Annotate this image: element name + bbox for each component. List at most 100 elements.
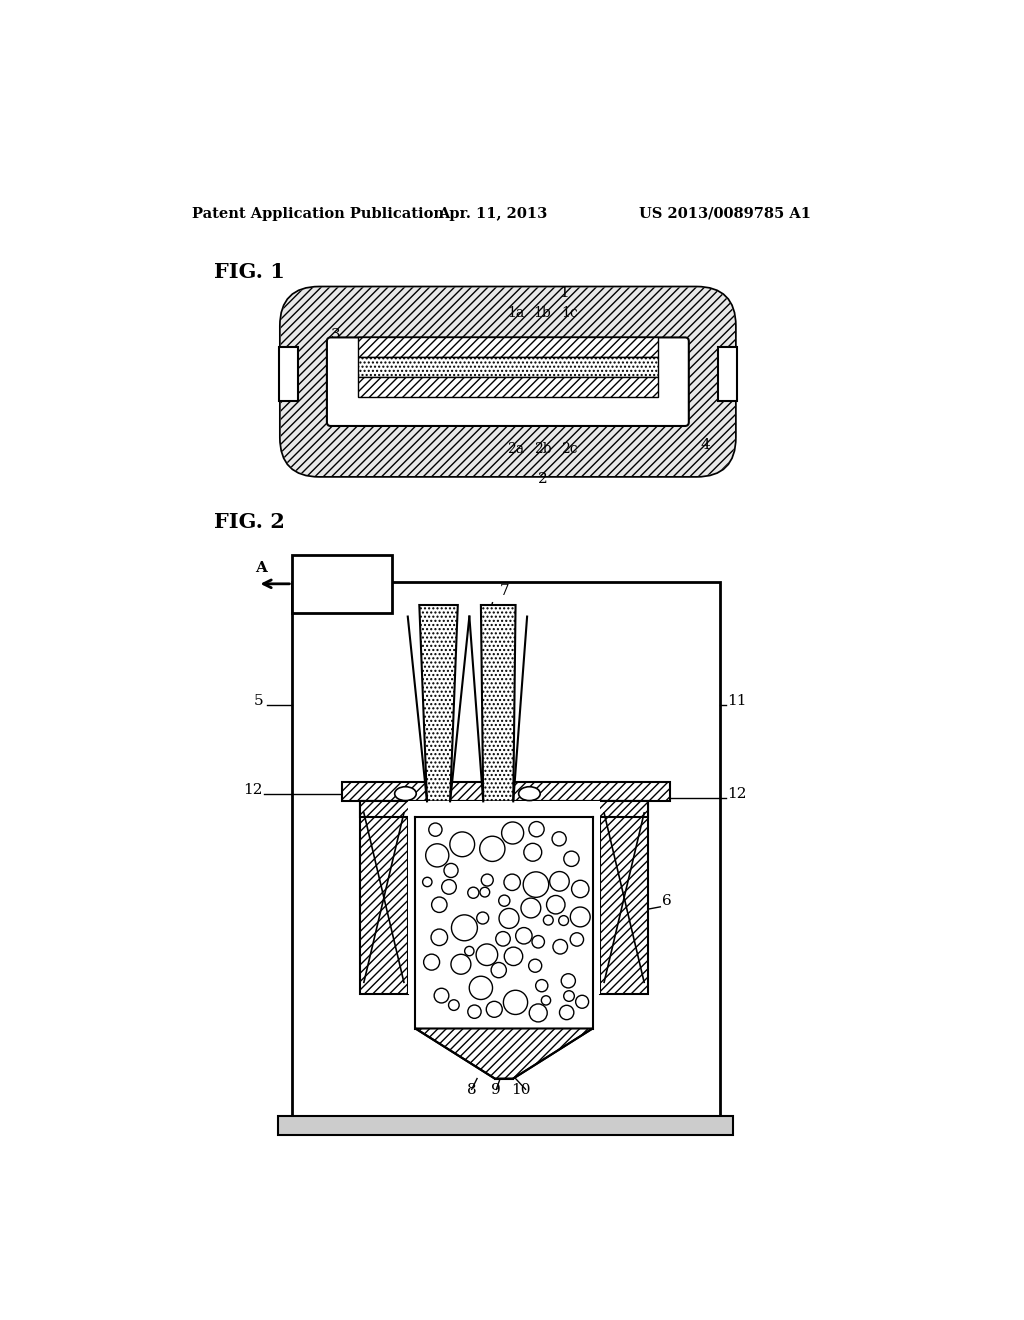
Circle shape <box>552 832 566 846</box>
Text: 2: 2 <box>538 473 548 486</box>
Circle shape <box>444 863 458 878</box>
Circle shape <box>516 928 532 944</box>
Bar <box>600 801 648 994</box>
Circle shape <box>504 874 520 891</box>
Circle shape <box>496 932 510 946</box>
Bar <box>292 582 720 1117</box>
Polygon shape <box>416 1028 593 1078</box>
Text: Apr. 11, 2013: Apr. 11, 2013 <box>438 207 548 220</box>
Text: 3: 3 <box>331 329 340 342</box>
Circle shape <box>480 887 489 898</box>
Circle shape <box>521 898 541 917</box>
Circle shape <box>452 915 477 941</box>
Circle shape <box>469 977 493 999</box>
Polygon shape <box>419 605 458 801</box>
Circle shape <box>559 1006 573 1019</box>
Ellipse shape <box>394 787 416 800</box>
Circle shape <box>570 907 590 927</box>
FancyBboxPatch shape <box>327 338 689 426</box>
Text: FIG. 1: FIG. 1 <box>214 261 285 281</box>
Circle shape <box>426 843 449 867</box>
Circle shape <box>528 821 544 837</box>
Circle shape <box>499 908 519 928</box>
Text: 11: 11 <box>727 694 746 708</box>
Bar <box>718 347 737 401</box>
Circle shape <box>575 995 589 1008</box>
Circle shape <box>547 895 565 913</box>
FancyBboxPatch shape <box>281 288 735 477</box>
Bar <box>408 801 600 994</box>
Text: 1b: 1b <box>534 306 551 319</box>
Circle shape <box>523 871 549 898</box>
Circle shape <box>559 916 568 925</box>
Text: 2a: 2a <box>507 442 524 457</box>
Bar <box>416 817 593 1028</box>
Circle shape <box>468 1005 481 1018</box>
Circle shape <box>563 991 574 1002</box>
Circle shape <box>492 962 507 978</box>
Polygon shape <box>481 605 515 801</box>
Circle shape <box>570 933 584 946</box>
Text: 9: 9 <box>492 1082 501 1097</box>
Text: 4: 4 <box>700 438 710 453</box>
Circle shape <box>571 880 589 898</box>
Circle shape <box>429 822 442 837</box>
Circle shape <box>524 843 542 861</box>
FancyBboxPatch shape <box>281 288 735 477</box>
Bar <box>357 378 658 397</box>
Circle shape <box>544 915 553 925</box>
Text: 12: 12 <box>244 783 263 797</box>
Bar <box>357 358 658 378</box>
Circle shape <box>477 912 488 924</box>
Circle shape <box>564 851 580 866</box>
Circle shape <box>528 960 542 973</box>
Circle shape <box>451 954 471 974</box>
Circle shape <box>542 995 551 1005</box>
Text: A: A <box>255 561 267 574</box>
Bar <box>360 801 648 817</box>
Circle shape <box>432 898 447 912</box>
Ellipse shape <box>518 787 541 800</box>
Circle shape <box>449 999 459 1010</box>
Circle shape <box>479 836 505 862</box>
Bar <box>292 554 392 612</box>
Circle shape <box>465 946 474 956</box>
Circle shape <box>431 929 447 945</box>
Circle shape <box>561 974 575 987</box>
Circle shape <box>423 878 432 887</box>
Circle shape <box>499 895 510 907</box>
Text: 2c: 2c <box>561 442 578 457</box>
Circle shape <box>434 989 449 1003</box>
Circle shape <box>504 948 522 965</box>
Text: 5: 5 <box>253 694 263 708</box>
Circle shape <box>468 887 479 899</box>
Circle shape <box>450 832 475 857</box>
Text: US 2013/0089785 A1: US 2013/0089785 A1 <box>639 207 811 220</box>
Circle shape <box>476 944 498 965</box>
Circle shape <box>536 979 548 991</box>
Text: 1: 1 <box>559 286 569 300</box>
Text: 7: 7 <box>500 583 510 598</box>
Text: Patent Application Publication: Patent Application Publication <box>193 207 444 220</box>
Circle shape <box>504 990 527 1015</box>
Bar <box>342 781 670 801</box>
Bar <box>357 337 658 358</box>
Bar <box>279 347 298 401</box>
Circle shape <box>481 874 494 886</box>
Text: FIG. 2: FIG. 2 <box>214 512 285 532</box>
Bar <box>279 1115 733 1135</box>
Text: 1c: 1c <box>561 306 578 319</box>
Text: 8: 8 <box>467 1082 476 1097</box>
Text: 12: 12 <box>727 787 746 800</box>
Circle shape <box>553 940 567 954</box>
Circle shape <box>486 1002 502 1018</box>
Circle shape <box>424 954 439 970</box>
Circle shape <box>550 871 569 891</box>
Text: 2b: 2b <box>534 442 551 457</box>
Text: 6: 6 <box>662 895 672 908</box>
Circle shape <box>502 822 523 843</box>
Circle shape <box>532 936 545 948</box>
Text: 10: 10 <box>511 1082 530 1097</box>
Circle shape <box>441 879 457 894</box>
Circle shape <box>529 1005 547 1022</box>
